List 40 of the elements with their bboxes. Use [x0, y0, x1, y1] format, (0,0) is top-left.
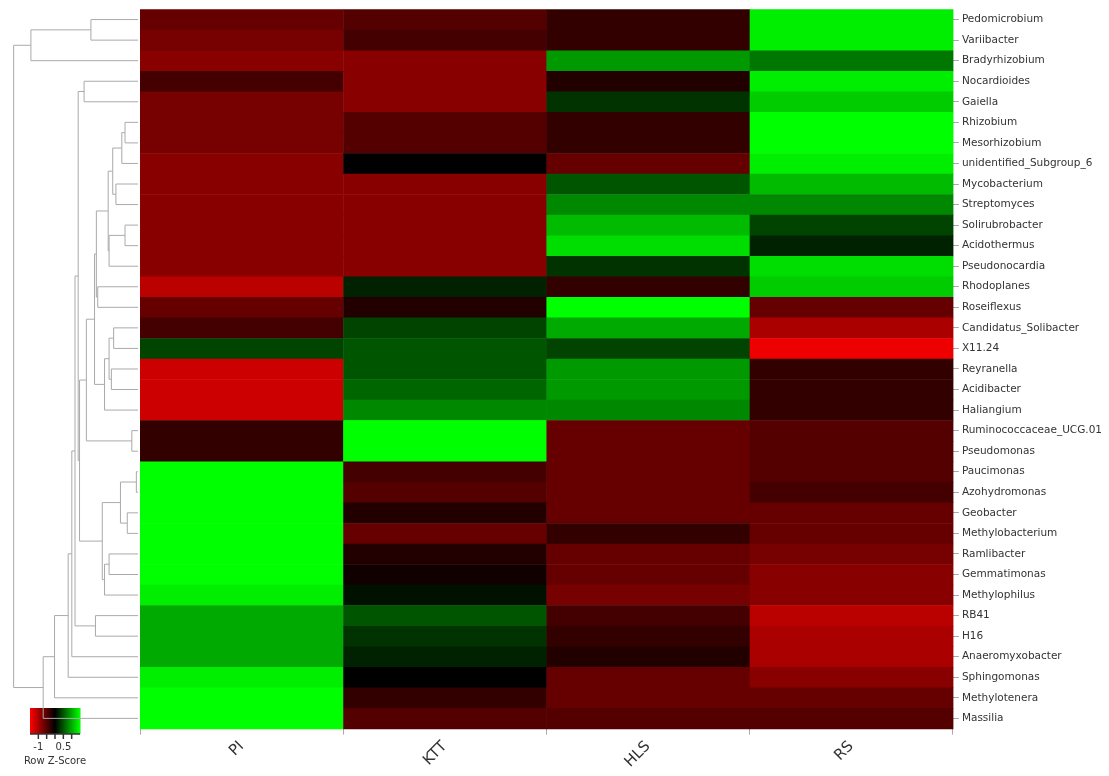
y-tick-label: Acidothermus — [961, 238, 1035, 251]
y-tick-label: Bradyrhizobium — [961, 53, 1045, 66]
y-tick-label: Roseiflexus — [961, 300, 1022, 313]
y-tick-label: Azohydromonas — [961, 485, 1047, 498]
y-tick-label: unidentified_Subgroup_6 — [961, 156, 1093, 170]
y-tick-label: Rhizobium — [961, 115, 1018, 128]
y-tick-label: Reyranella — [961, 361, 1018, 374]
y-tick-label: Acidibacter — [961, 382, 1022, 395]
x-tick-label: PI — [224, 736, 248, 760]
y-tick-label: H16 — [961, 628, 984, 641]
y-tick-label: Gaiella — [961, 94, 999, 107]
y-tick-label: Pedomicrobium — [961, 12, 1044, 25]
color-bar-label: 0.5 — [55, 740, 72, 752]
y-tick-label: Sphingomonas — [961, 670, 1040, 683]
y-tick-label: Paucimonas — [961, 464, 1025, 477]
y-tick-label: Rhodoplanes — [961, 279, 1030, 292]
y-tick-label: Mycobacterium — [961, 176, 1043, 189]
y-tick-label: Solirubrobacter — [961, 217, 1044, 230]
y-tick-label: RB41 — [961, 608, 990, 621]
y-tick-label: Haliangium — [961, 402, 1022, 415]
y-tick-label: X11.24 — [961, 341, 1000, 354]
y-tick-label: Geobacter — [961, 505, 1018, 518]
y-tick-label: Pseudomonas — [961, 443, 1035, 456]
y-tick-label: Pseudonocardia — [961, 258, 1046, 271]
x-tick-label: RS — [830, 736, 857, 764]
y-tick-label: Massilia — [961, 711, 1004, 724]
y-tick-label: Mesorhizobium — [961, 135, 1042, 148]
y-tick-label: Candidatus_Solibacter — [961, 320, 1080, 334]
y-tick-label: Gemmatimonas — [961, 567, 1046, 580]
y-tick-label: Methylophilus — [961, 587, 1036, 600]
y-tick-label: Ramlibacter — [961, 546, 1026, 559]
y-tick-label: Ruminococcaceae_UCG.01 — [961, 423, 1102, 437]
color-bar-label: -1 — [33, 740, 44, 752]
y-tick-label: Anaeromyxobacter — [961, 649, 1063, 662]
y-tick-label: Variibacter — [961, 32, 1020, 45]
y-tick-label: Methylobacterium — [961, 526, 1058, 539]
y-tick-label: Streptomyces — [961, 197, 1035, 210]
color-bar-title: Row Z-Score — [23, 754, 87, 766]
y-tick-label: Methylotenera — [961, 690, 1039, 703]
y-tick-label: Nocardioides — [961, 73, 1031, 86]
